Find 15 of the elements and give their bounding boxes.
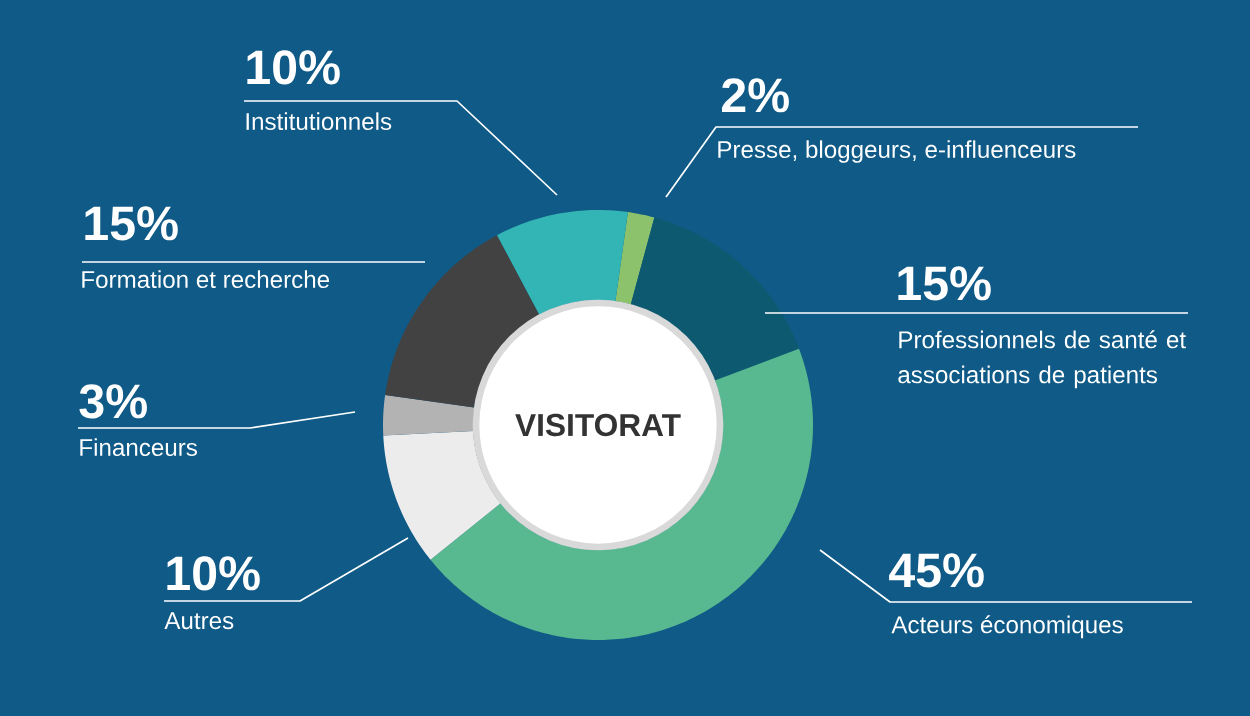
data-label: 10% <box>247 50 340 85</box>
slice-label: Professionnels de santé et associations de patients <box>898 330 1186 389</box>
data-label: 10% <box>167 556 260 591</box>
slice-label: Financeurs <box>80 438 197 457</box>
slice-label: Autres <box>164 612 234 630</box>
slice-label: Acteurs économiques <box>891 615 1123 639</box>
data-label: 15% <box>898 266 991 301</box>
data-label: 45% <box>889 553 984 588</box>
text: VISITORAT <box>515 413 681 437</box>
slice-label: Institutionnels <box>246 112 392 131</box>
slice-label: Formation et recherche <box>82 270 330 289</box>
slice-label: Presse, bloggeurs, e-influenceurs <box>718 140 1076 163</box>
data-label: 2% <box>722 78 789 113</box>
data-label: 15% <box>85 206 178 241</box>
data-label: 3% <box>79 384 147 419</box>
